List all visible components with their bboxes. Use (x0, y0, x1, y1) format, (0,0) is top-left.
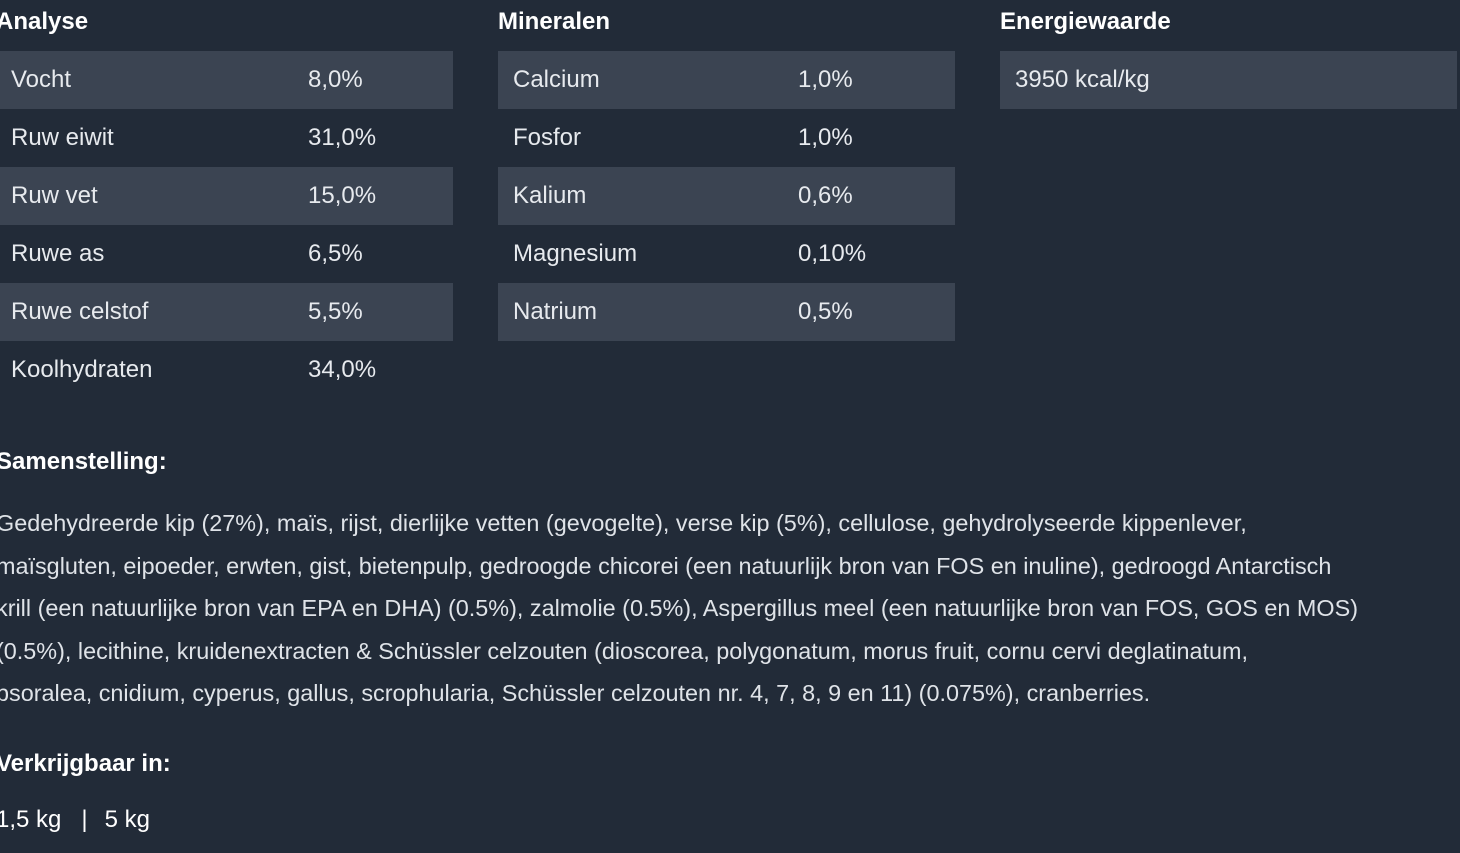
samenstelling-title: Samenstelling: (0, 448, 167, 475)
samenstelling-line: Gedehydreerde kip (27%), maïs, rijst, di… (0, 510, 1247, 536)
table-row: Ruwe as 6,5% (0, 225, 453, 283)
table-row: Vocht 8,0% (0, 51, 453, 109)
table-row: Ruw vet 15,0% (0, 167, 453, 225)
analyse-table: Vocht 8,0% Ruw eiwit 31,0% Ruw vet 15,0%… (0, 51, 453, 399)
row-label: Kalium (513, 182, 587, 209)
size-separator: | (81, 806, 88, 833)
samenstelling-line: maïsgluten, eipoeder, erwten, gist, biet… (0, 552, 1332, 579)
row-label: Ruw vet (11, 182, 98, 209)
table-row: Natrium 0,5% (498, 283, 955, 341)
size-option: 5 kg (104, 806, 150, 833)
row-label: Magnesium (513, 240, 638, 267)
table-row: Ruwe celstof 5,5% (0, 283, 453, 341)
row-value: 8,0% (308, 66, 363, 93)
analyse-section: Analyse Vocht 8,0% Ruw eiwit 31,0% Ruw v… (0, 0, 453, 399)
energie-title: Energiewaarde (1000, 8, 1171, 35)
row-value: 1,0% (798, 124, 853, 151)
energie-value: 3950 kcal/kg (1015, 66, 1150, 93)
row-value: 5,5% (308, 298, 363, 325)
row-value: 0,10% (798, 240, 867, 267)
table-row: Koolhydraten 34,0% (0, 341, 453, 399)
samenstelling-line: psoralea, cnidium, cyperus, gallus, scro… (0, 680, 1151, 707)
row-value: 15,0% (308, 182, 377, 209)
energie-table: 3950 kcal/kg (1000, 51, 1457, 109)
mineralen-section: Mineralen Calcium 1,0% Fosfor 1,0% Kaliu… (498, 0, 955, 341)
mineralen-title: Mineralen (498, 8, 611, 35)
row-label: Natrium (513, 298, 598, 325)
size-list: 1,5 kg | 5 kg (0, 806, 150, 834)
row-value: 6,5% (308, 240, 363, 267)
row-label: Koolhydraten (11, 356, 153, 383)
row-value: 34,0% (308, 356, 377, 383)
row-label: Ruw eiwit (11, 124, 114, 151)
row-value: 0,6% (798, 182, 853, 209)
energie-section: Energiewaarde 3950 kcal/kg (1000, 0, 1457, 109)
table-row: Kalium 0,6% (498, 167, 955, 225)
size-option: 1,5 kg (0, 806, 62, 833)
row-value: 0,5% (798, 298, 853, 325)
table-row: Ruw eiwit 31,0% (0, 109, 453, 167)
row-label: Calcium (513, 66, 600, 93)
row-label: Ruwe as (11, 240, 105, 267)
table-row: Magnesium 0,10% (498, 225, 955, 283)
samenstelling-line: krill (een natuurlijke bron van EPA en D… (0, 595, 1358, 622)
table-row: Fosfor 1,0% (498, 109, 955, 167)
verkrijgbaar-title: Verkrijgbaar in: (0, 750, 171, 777)
analyse-title: Analyse (0, 8, 89, 35)
table-row: 3950 kcal/kg (1000, 51, 1457, 109)
mineralen-table: Calcium 1,0% Fosfor 1,0% Kalium 0,6% Mag… (498, 51, 955, 341)
row-value: 1,0% (798, 66, 853, 93)
row-label: Vocht (11, 66, 72, 93)
samenstelling-line: (0.5%), lecithine, kruidenextracten & Sc… (0, 637, 1249, 664)
row-label: Fosfor (513, 124, 582, 151)
row-value: 31,0% (308, 124, 377, 151)
samenstelling-text: Gedehydreerde kip (27%), maïs, rijst, di… (0, 502, 1458, 715)
table-row: Calcium 1,0% (498, 51, 955, 109)
row-label: Ruwe celstof (11, 298, 149, 325)
